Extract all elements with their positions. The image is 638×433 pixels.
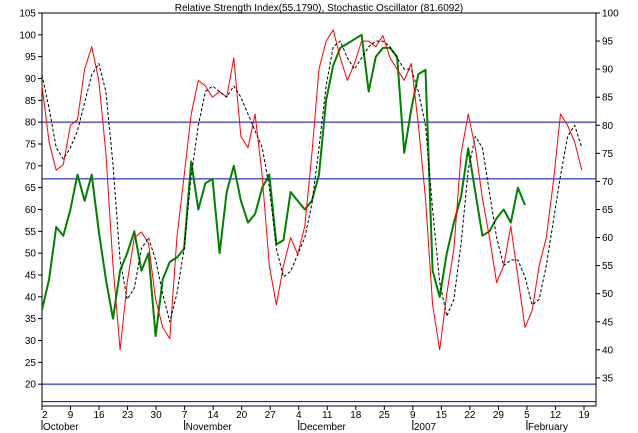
month-label: December: [300, 422, 347, 433]
y-axis-left: 20 25 30 35 40 45 50 55 60 65 70 75 80 85 90 95 100 105: [19, 9, 42, 391]
y-right-tick-label: 50: [602, 289, 614, 300]
y-right-tick-label: 45: [602, 317, 614, 328]
month-label: 2007: [414, 422, 437, 433]
y-right-tick-label: 40: [602, 345, 614, 356]
y-left-tick-label: 105: [19, 9, 36, 20]
x-tick-label: 25: [379, 410, 391, 421]
x-tick-label: 9: [410, 410, 416, 421]
x-tick-label: 23: [122, 410, 134, 421]
month-label: February: [528, 422, 568, 433]
y-left-tick-label: 100: [19, 30, 36, 41]
x-tick-label: 9: [68, 410, 74, 421]
x-axis: 2 9 16 23 30 7 14 20 27 4 11 18 25 9 15 22 29 5 12 19Octobe…: [41, 406, 590, 433]
y-left-tick-label: 40: [25, 292, 37, 303]
month-label: October: [43, 422, 79, 433]
y-right-tick-label: 80: [602, 121, 614, 132]
y-left-tick-label: 70: [25, 161, 37, 172]
y-left-tick-label: 85: [25, 96, 37, 107]
x-tick-label: 4: [296, 410, 302, 421]
x-tick-label: 12: [550, 410, 562, 421]
y-left-tick-label: 95: [25, 52, 37, 63]
y-right-tick-label: 85: [602, 93, 614, 104]
series-line-stoch-d: [41, 40, 583, 323]
x-tick-label: 11: [322, 410, 333, 421]
y-left-tick-label: 80: [25, 118, 37, 129]
series-line-stoch-k: [41, 29, 583, 351]
y-left-tick-label: 30: [25, 336, 37, 347]
y-left-tick-label: 55: [25, 227, 37, 238]
chart-title: Relative Strength Index(55.1790), Stocha…: [175, 3, 464, 14]
y-right-tick-label: 70: [602, 177, 614, 188]
y-right-tick-label: 60: [602, 233, 614, 244]
y-left-tick-label: 75: [25, 140, 37, 151]
y-left-tick-label: 90: [25, 74, 37, 85]
x-tick-label: 18: [350, 410, 362, 421]
x-tick-label: 20: [236, 410, 248, 421]
month-label: November: [186, 422, 233, 433]
y-left-tick-label: 25: [25, 358, 37, 369]
y-left-tick-label: 65: [25, 183, 37, 194]
x-tick-label: 22: [464, 410, 476, 421]
x-tick-label: 14: [208, 410, 220, 421]
y-left-tick-label: 60: [25, 205, 37, 216]
x-tick-label: 30: [151, 410, 163, 421]
y-right-tick-label: 90: [602, 65, 614, 76]
reference-lines: [42, 121, 596, 403]
y-right-tick-label: 75: [602, 149, 614, 160]
y-right-tick-label: 35: [602, 373, 614, 384]
series-layer: [41, 29, 583, 351]
x-tick-label: 27: [265, 410, 277, 421]
y-right-tick-label: 95: [602, 37, 614, 48]
x-tick-label: 15: [436, 410, 448, 421]
y-left-tick-label: 50: [25, 249, 37, 260]
x-tick-label: 7: [182, 410, 188, 421]
y-right-tick-label: 65: [602, 205, 614, 216]
y-axis-right: 35 40 45 50 55 60 65 70 75 80 85 90 95 100: [596, 9, 619, 384]
y-right-tick-label: 55: [602, 261, 614, 272]
x-tick-label: 16: [93, 410, 105, 421]
y-left-tick-label: 45: [25, 271, 37, 282]
series-line-rsi: [41, 33, 526, 338]
x-tick-label: 29: [493, 410, 505, 421]
y-left-tick-label: 35: [25, 314, 37, 325]
x-tick-label: 19: [578, 410, 590, 421]
x-tick-label: 5: [524, 410, 530, 421]
y-right-tick-label: 100: [602, 9, 619, 20]
y-left-tick-label: 20: [25, 380, 37, 391]
x-tick-label: 2: [42, 410, 48, 421]
